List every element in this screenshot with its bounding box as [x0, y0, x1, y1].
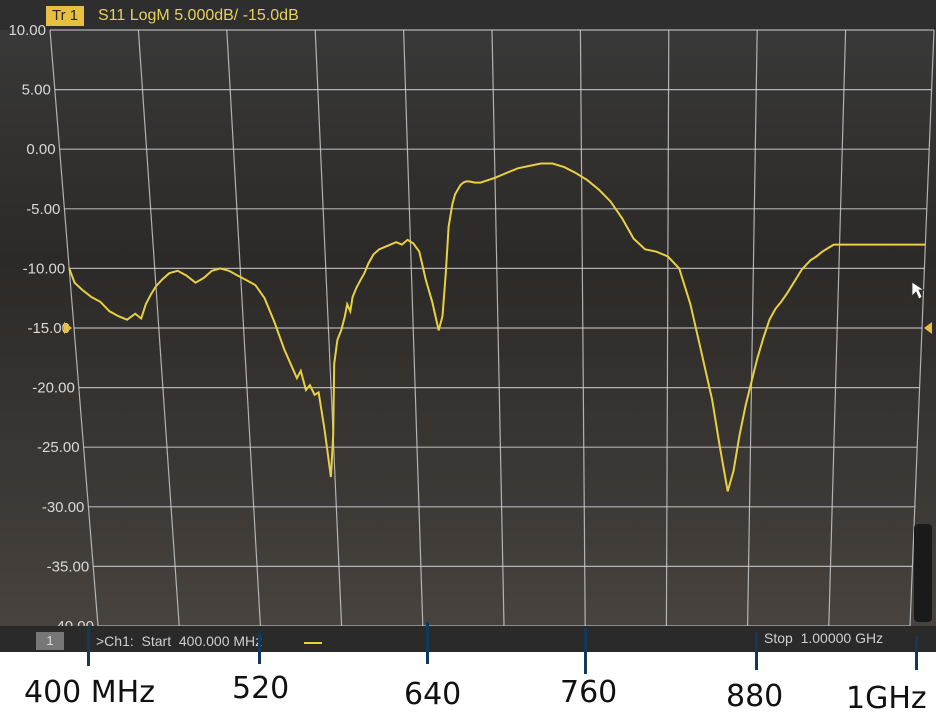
grid-vline	[226, 29, 261, 627]
trace-header-bar: Tr 1 S11 LogM 5.000dB/ -15.0dB	[0, 0, 936, 30]
grid-vline	[747, 29, 758, 627]
grid-vline	[579, 29, 586, 627]
analyzer-screen: Tr 1 S11 LogM 5.000dB/ -15.0dB 10.00 5.00…	[0, 0, 936, 652]
reference-marker-right	[924, 322, 932, 334]
start-frequency: >Ch1: Start 400.000 MHz	[96, 633, 263, 649]
freq-label-760: 760	[560, 675, 618, 710]
frequency-caption: 400 MHz 520 640 760 880 1GHz	[0, 622, 936, 717]
freq-tick-400	[87, 626, 90, 666]
grid-vline	[491, 29, 505, 627]
y-tick-label: -30.00	[42, 499, 85, 516]
freq-tick-760	[584, 628, 587, 674]
y-tick-label: -10.00	[23, 260, 66, 277]
grid-vline	[665, 29, 670, 627]
freq-label-880: 880	[726, 679, 784, 714]
freq-tick-880	[755, 632, 758, 670]
y-tick-label: -25.00	[37, 439, 80, 456]
grid-vline	[49, 29, 99, 627]
y-tick-label: -35.00	[47, 558, 90, 575]
y-tick-label: 5.00	[22, 82, 51, 99]
freq-label-400: 400 MHz	[24, 675, 155, 710]
trace-badge[interactable]: Tr 1	[46, 6, 85, 26]
grid-vline	[137, 29, 180, 627]
pointer-glyph	[911, 281, 926, 300]
reference-marker-left	[64, 322, 72, 334]
status-footer	[0, 626, 936, 652]
channel-number[interactable]: 1	[36, 632, 64, 650]
y-tick-label: -5.00	[26, 201, 60, 218]
grid-vline	[314, 29, 343, 627]
freq-tick-640	[426, 622, 429, 664]
y-tick-label: -20.00	[32, 380, 75, 397]
grid-vline	[403, 29, 424, 627]
side-handle[interactable]	[914, 524, 932, 622]
freq-label-1ghz: 1GHz	[846, 681, 927, 716]
s11-trace-line	[68, 162, 926, 492]
freq-label-640: 640	[404, 677, 462, 712]
freq-tick-1ghz	[915, 636, 918, 670]
y-tick-label: 10.00	[8, 22, 46, 39]
freq-label-520: 520	[232, 671, 290, 706]
freq-tick-520	[258, 632, 261, 664]
stop-frequency: Stop 1.00000 GHz	[764, 630, 884, 646]
y-tick-label: 0.00	[26, 141, 55, 158]
trace-info: S11 LogM 5.000dB/ -15.0dB	[98, 7, 299, 24]
grid-vline	[828, 29, 847, 627]
trace-swatch	[304, 642, 322, 644]
plot-grid	[49, 29, 935, 627]
y-tick-label: -15.00	[27, 320, 70, 337]
reference-markers	[64, 322, 932, 334]
mouse-cursor-icon	[911, 281, 926, 300]
s11-chart: 10.00 5.00 0.00 -5.00 -10.00 -15.00 -20.00 -25.…	[8, 22, 935, 635]
